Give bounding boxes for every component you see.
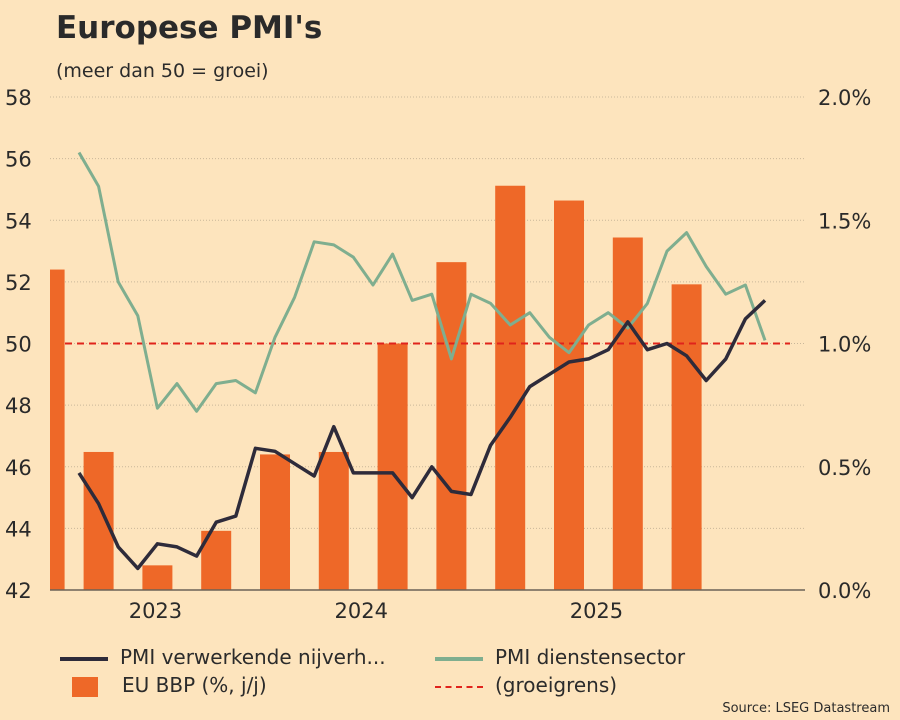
services-line [77,151,767,413]
left-tick-label: 42 [5,579,32,603]
manufacturing-line [77,299,767,571]
gdp-bar [318,451,349,590]
left-tick-label: 56 [5,148,32,172]
right-tick-label: 1.0% [818,333,871,357]
legend-label: EU BBP (%, j/j) [122,673,267,697]
right-tick-label: 2.0% [818,86,871,110]
legend-label: PMI verwerkende nijverh... [120,645,386,669]
legend-gdp: EU BBP (%, j/j) [72,673,267,697]
bars-group [50,185,702,590]
legend-dash-swatch [435,685,483,688]
left-tick-label: 48 [5,394,32,418]
legend-label: PMI dienstensector [495,645,686,669]
right-tick-label: 1.5% [818,209,871,233]
left-tick-label: 46 [5,456,32,480]
gdp-bar [436,262,467,590]
gdp-bar [495,185,526,590]
x-tick-label: 2025 [570,599,623,623]
left-tick-label: 54 [5,209,32,233]
left-tick-label: 52 [5,271,32,295]
legend-threshold: (groeigrens) [435,673,617,697]
legend-line-swatch [60,656,108,661]
gdp-bar [83,451,114,590]
x-tick-label: 2024 [335,599,388,623]
gdp-bar [50,269,65,590]
left-tick-label: 44 [5,517,32,541]
gdp-bar [612,237,643,590]
right-tick-label: 0.0% [818,579,871,603]
chart-title: Europese PMI's [56,10,323,46]
source-note: Source: LSEG Datastream [722,701,890,716]
gdp-bar [377,343,408,590]
left-tick-label: 58 [5,86,32,110]
legend-line-swatch [435,656,483,661]
legend-bar-swatch [72,676,98,697]
legend-services: PMI dienstensector [435,645,685,669]
x-tick-label: 2023 [129,599,182,623]
gdp-bar [142,565,173,590]
chart-subtitle: (meer dan 50 = groei) [56,60,269,82]
legend-label: (groeigrens) [495,673,618,697]
gdp-bar [554,200,584,590]
gdp-bar [260,454,290,590]
gdp-bar [671,284,702,590]
legend-manufacturing: PMI verwerkende nijverh... [60,645,386,669]
right-tick-label: 0.5% [818,456,871,480]
left-tick-label: 50 [5,333,32,357]
